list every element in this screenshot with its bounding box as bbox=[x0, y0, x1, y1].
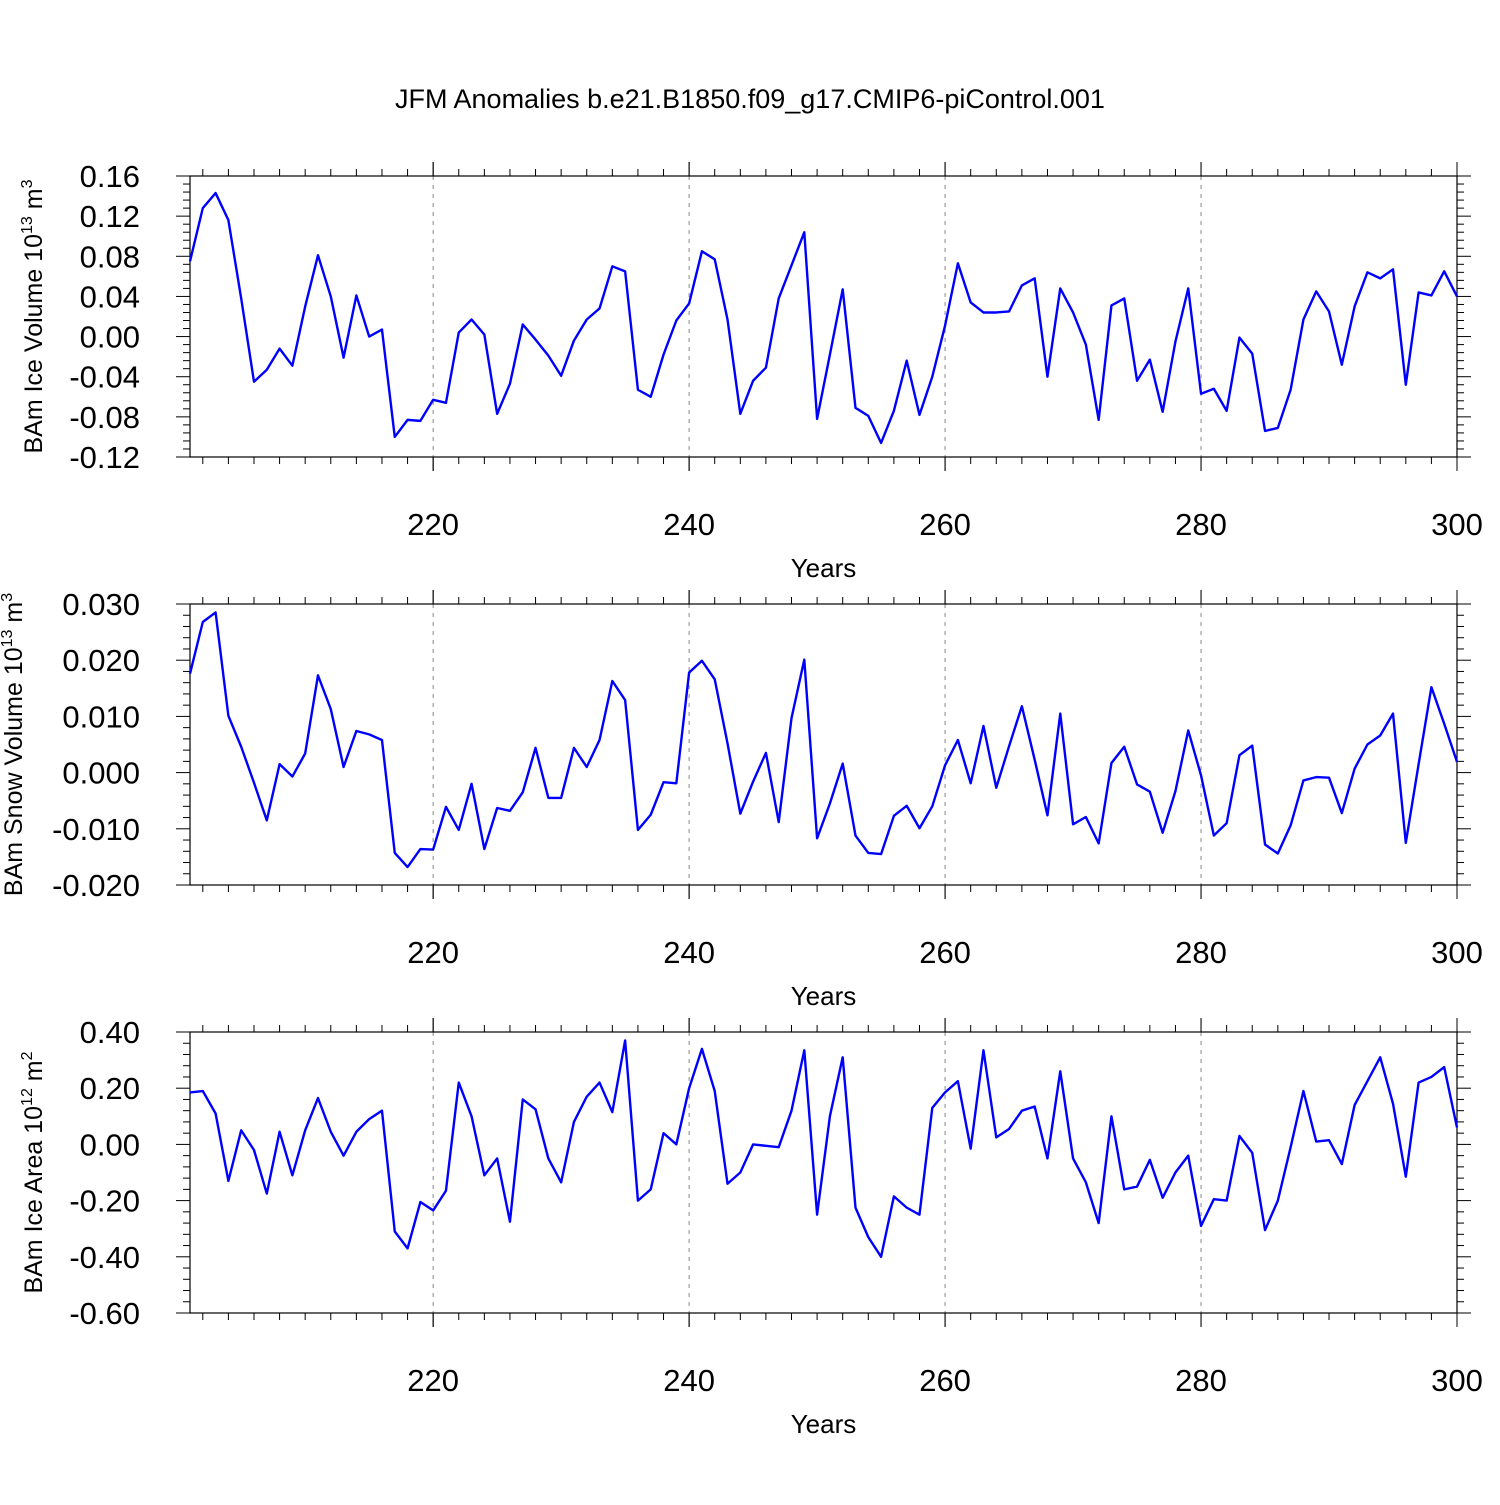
x-tick-label: 280 bbox=[1175, 1363, 1227, 1398]
x-axis-title: Years bbox=[791, 981, 857, 1011]
x-tick-label: 240 bbox=[663, 1363, 715, 1398]
y-tick-label: -0.04 bbox=[69, 360, 140, 395]
y-axis-title-text: BAm Ice Area 10 bbox=[20, 1106, 48, 1294]
y-tick-label: 0.08 bbox=[80, 239, 140, 274]
y-axis-title-unit-exponent: 3 bbox=[19, 179, 36, 188]
y-tick-label: -0.020 bbox=[52, 868, 140, 903]
y-tick-label: -0.60 bbox=[69, 1296, 140, 1331]
y-tick-label: -0.010 bbox=[52, 812, 140, 847]
chart-panel-3: -0.60 -0.40 -0.20 0.00 0.20 0.40 220 240 260 280 3… bbox=[19, 1015, 1483, 1439]
series-line bbox=[189, 1039, 1459, 1259]
y-axis-title-exponent: 13 bbox=[0, 629, 16, 647]
x-tick-label: 260 bbox=[919, 1363, 971, 1398]
y-axis-title-text: BAm Snow Volume 10 bbox=[0, 647, 28, 896]
y-axis-title-unit-exponent: 3 bbox=[0, 593, 16, 602]
y-tick-label: -0.12 bbox=[69, 440, 140, 475]
x-tick-label: 240 bbox=[663, 507, 715, 542]
series-line bbox=[188, 191, 1459, 445]
x-tick-label: 220 bbox=[407, 935, 459, 970]
y-tick-label: -0.20 bbox=[69, 1184, 140, 1219]
x-tick-label: 260 bbox=[919, 935, 971, 970]
x-tick-label: 240 bbox=[663, 935, 715, 970]
x-axis-title: Years bbox=[791, 553, 857, 583]
y-tick-label: 0.04 bbox=[80, 279, 140, 314]
y-axis-title-exponent: 12 bbox=[19, 1088, 36, 1106]
x-tick-label: 300 bbox=[1431, 935, 1483, 970]
x-tick-label: 300 bbox=[1431, 1363, 1483, 1398]
x-tick-label: 220 bbox=[407, 507, 459, 542]
y-tick-label: 0.00 bbox=[80, 1127, 140, 1162]
y-axis-title-unit: m bbox=[0, 602, 28, 630]
y-axis-title-unit: m bbox=[20, 1060, 48, 1088]
y-tick-label: 0.40 bbox=[80, 1015, 140, 1050]
y-tick-label: -0.08 bbox=[69, 400, 140, 435]
y-tick-label: 0.020 bbox=[62, 643, 140, 678]
plot-frame bbox=[189, 1031, 1458, 1314]
x-axis-title: Years bbox=[791, 1409, 857, 1439]
y-axis-title-unit: m bbox=[20, 188, 48, 216]
x-tick-label: 300 bbox=[1431, 507, 1483, 542]
x-tick-label: 280 bbox=[1175, 507, 1227, 542]
y-axis-title: BAm Ice Area 1012 m2 bbox=[19, 1051, 48, 1293]
plot-frame bbox=[189, 603, 1458, 886]
chart-title: JFM Anomalies b.e21.B1850.f09_g17.CMIP6-… bbox=[395, 84, 1105, 114]
y-tick-label: -0.40 bbox=[69, 1240, 140, 1275]
y-axis-title: BAm Ice Volume 1013 m3 bbox=[19, 179, 48, 453]
y-tick-label: 0.12 bbox=[80, 199, 140, 234]
y-tick-label: 0.000 bbox=[62, 756, 140, 791]
series-line bbox=[188, 611, 1459, 869]
plot-frame bbox=[189, 175, 1458, 458]
y-axis-title-text: BAm Ice Volume 10 bbox=[20, 234, 48, 454]
chart-panel-1: -0.12 -0.08 -0.04 0.00 0.04 0.08 0.12 0.16 220 24… bbox=[19, 159, 1483, 583]
y-tick-label: 0.010 bbox=[62, 699, 140, 734]
chart-panel-2: -0.020 -0.010 0.000 0.010 0.020 0.030 220 240 26… bbox=[0, 587, 1483, 1011]
y-axis-title: BAm Snow Volume 1013 m3 bbox=[0, 593, 28, 896]
x-tick-label: 280 bbox=[1175, 935, 1227, 970]
x-tick-label: 220 bbox=[407, 1363, 459, 1398]
y-tick-label: 0.16 bbox=[80, 159, 140, 194]
x-tick-label: 260 bbox=[919, 507, 971, 542]
y-axis-title-exponent: 13 bbox=[19, 216, 36, 234]
y-axis-title-unit-exponent: 2 bbox=[19, 1051, 36, 1060]
y-tick-label: 0.00 bbox=[80, 320, 140, 355]
y-tick-label: 0.20 bbox=[80, 1071, 140, 1106]
y-tick-label: 0.030 bbox=[62, 587, 140, 622]
